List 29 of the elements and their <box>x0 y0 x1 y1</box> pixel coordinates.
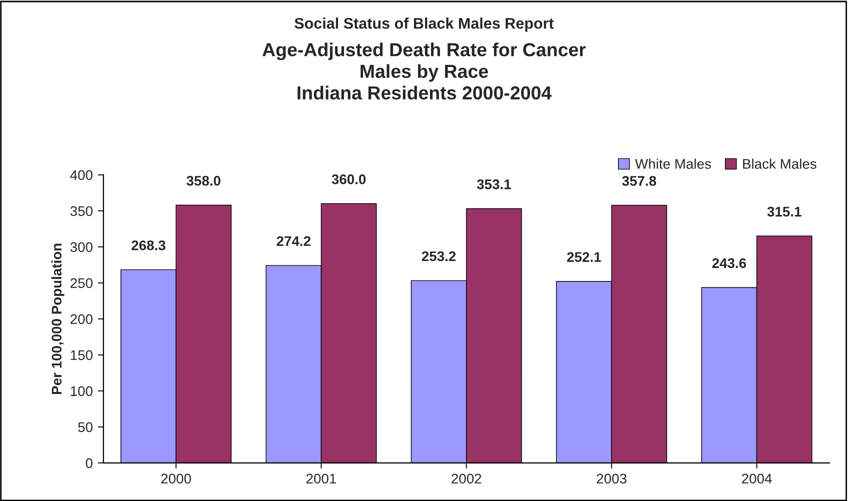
data-label: 358.0 <box>186 176 220 186</box>
y-axis-title: Per 100,000 Population <box>51 244 64 394</box>
y-tick-label: 300 <box>70 242 92 252</box>
legend-label: White Males <box>635 158 711 169</box>
y-tick-label: 400 <box>70 170 92 180</box>
y-tick-label: 150 <box>70 350 92 360</box>
data-label: 353.1 <box>476 179 511 190</box>
x-tick-label: 2000 <box>161 474 191 484</box>
data-label: 268.3 <box>132 240 166 250</box>
y-tick-label: 350 <box>70 206 92 216</box>
data-label: 357.8 <box>622 176 656 186</box>
y-tick-label: 50 <box>78 422 92 432</box>
y-tick-label: 250 <box>70 278 92 288</box>
data-label: 360.0 <box>332 174 366 184</box>
legend-label: Black Males <box>743 158 816 169</box>
x-tick-label: 2001 <box>306 474 336 484</box>
y-tick-label: 0 <box>86 458 92 468</box>
data-label: 315.1 <box>767 206 802 217</box>
chart-title: Social Status of Black Males Report <box>294 18 554 32</box>
chart-subtitle: Age-Adjusted Death Rate for Cancer Males by Race Indiana Residents 2000-2004 <box>262 42 586 100</box>
data-label: 274.2 <box>276 236 310 246</box>
data-label: 252.1 <box>567 252 601 262</box>
y-tick-label: 200 <box>70 314 92 324</box>
data-label: 253.2 <box>422 251 456 262</box>
data-label: 243.6 <box>712 258 746 268</box>
x-tick-label: 2003 <box>596 474 626 484</box>
y-tick-label: 100 <box>70 386 92 396</box>
x-tick-label: 2002 <box>452 474 482 484</box>
x-tick-label: 2004 <box>742 474 772 484</box>
